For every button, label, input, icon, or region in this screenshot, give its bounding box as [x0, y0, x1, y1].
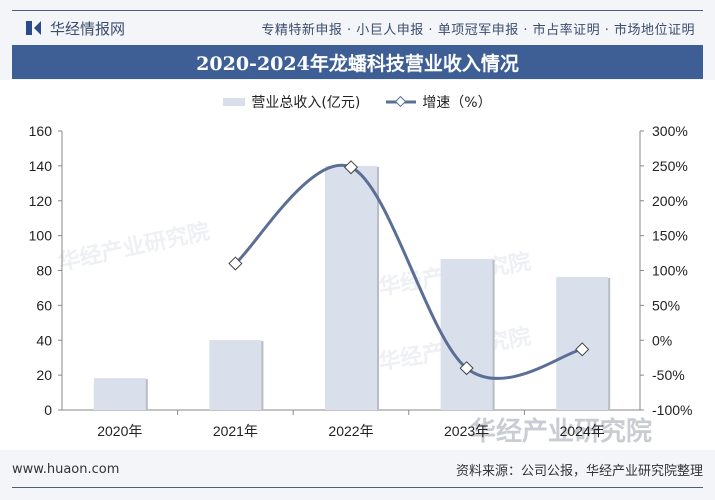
- x-tick-label: 2022年: [328, 423, 373, 439]
- left-tick-label: 20: [36, 367, 52, 383]
- left-tick-label: 140: [29, 158, 53, 174]
- left-tick-label: 100: [29, 228, 53, 244]
- growth-line: [234, 163, 583, 380]
- right-tick-label: 150%: [652, 228, 688, 244]
- legend-item-revenue: 营业总收入(亿元): [223, 92, 360, 112]
- left-tick-label: 40: [36, 332, 52, 348]
- legend-label-revenue: 营业总收入(亿元): [251, 95, 361, 111]
- revenue-bar[interactable]: [209, 340, 262, 410]
- brand[interactable]: 华经情报网: [12, 18, 125, 39]
- left-tick-label: 0: [44, 402, 52, 418]
- bar-swatch-icon: [223, 98, 246, 106]
- right-tick-label: 300%: [652, 123, 688, 139]
- revenue-bar[interactable]: [440, 258, 493, 410]
- left-tick-label: 80: [36, 263, 52, 279]
- growth-point-diamond-icon[interactable]: [228, 256, 243, 271]
- header-bar: 华经情报网 专精特新申报 · 小巨人申报 · 单项冠军申报 · 市占率证明 · …: [12, 11, 703, 45]
- right-tick-label: -100%: [652, 402, 692, 418]
- growth-point-diamond-icon[interactable]: [459, 361, 474, 376]
- chart-title: 2020-2024年龙蟠科技营业收入情况: [196, 52, 519, 75]
- chart-area: 华经产业研究院华经产业研究院华经产业研究院华经产业研究院020406080100…: [0, 80, 715, 450]
- footer: www.huaon.com 资料来源：公司公报，华经产业研究院整理: [12, 452, 703, 486]
- right-tick-label: 100%: [652, 263, 688, 279]
- x-tick-label: 2020年: [97, 423, 142, 439]
- bottom-divider: [12, 487, 703, 488]
- left-tick-label: 160: [29, 123, 53, 139]
- x-tick-label: 2024年: [560, 423, 605, 439]
- watermark: 华经产业研究院: [56, 218, 212, 274]
- data-source: 资料来源：公司公报，华经产业研究院整理: [455, 463, 703, 479]
- brand-name: 华经情报网: [50, 19, 126, 38]
- left-tick-label: 60: [36, 297, 52, 313]
- right-tick-label: 200%: [652, 193, 688, 209]
- revenue-bar[interactable]: [325, 165, 377, 410]
- x-tick-label: 2023年: [444, 423, 489, 439]
- line-diamond-swatch-icon: [386, 96, 417, 108]
- top-divider: [12, 10, 703, 11]
- huajing-logo-icon: [26, 21, 42, 35]
- website-link[interactable]: www.huaon.com: [12, 461, 120, 477]
- right-tick-label: -50%: [652, 367, 685, 383]
- services-text: 专精特新申报 · 小巨人申报 · 单项冠军申报 · 市占率证明 · 市场地位证明: [261, 22, 695, 38]
- right-tick-label: 0%: [652, 332, 672, 348]
- right-tick-label: 50%: [652, 297, 680, 313]
- legend: 营业总收入(亿元) 增速（%）: [0, 92, 715, 112]
- combo-chart: 华经产业研究院华经产业研究院华经产业研究院华经产业研究院020406080100…: [29, 123, 693, 446]
- left-tick-label: 120: [29, 193, 53, 209]
- legend-label-growth: 增速（%）: [422, 95, 492, 111]
- x-tick-label: 2021年: [213, 423, 258, 439]
- revenue-bar[interactable]: [93, 378, 146, 410]
- growth-point-diamond-icon[interactable]: [343, 160, 359, 175]
- growth-point-diamond-icon[interactable]: [575, 342, 590, 357]
- title-bar: 2020-2024年龙蟠科技营业收入情况: [12, 45, 703, 79]
- right-tick-label: 250%: [652, 158, 688, 174]
- legend-item-growth: 增速（%）: [386, 92, 492, 112]
- watermark: 华经产业研究院: [470, 416, 652, 446]
